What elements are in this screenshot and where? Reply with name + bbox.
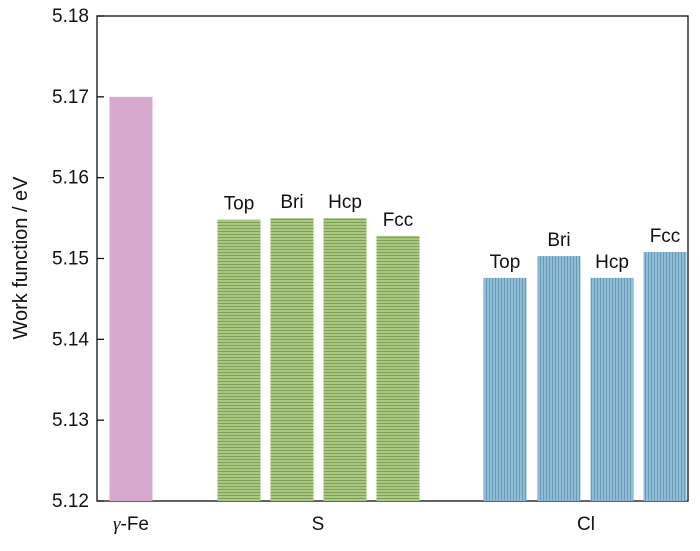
x-group-label: Cl [577,514,595,535]
y-tick-label: 5.14 [52,329,89,350]
y-axis: 5.12 5.13 5.14 5.15 5.16 5.17 5.18 [52,6,104,512]
bar-cl-top [483,277,527,501]
y-tick-label: 5.15 [52,249,89,270]
bar-label: Fcc [383,210,414,231]
y-tick-label: 5.18 [52,6,89,27]
y-axis-title: Work function / eV [10,176,32,340]
bar-label: Top [490,252,521,273]
y-tick-label: 5.13 [52,410,89,431]
bars-layer [109,96,687,502]
bar-s-fcc [376,235,420,501]
bar-label: Hcp [595,252,629,273]
x-axis: γ-Fe S Cl [113,514,595,535]
bar-s-bri [270,218,314,502]
bar-gamma-fe [109,96,153,501]
bar-cl-hcp [590,277,634,501]
bar-s-hcp [323,218,367,502]
bar-s-top [217,219,261,501]
y-tick-label: 5.12 [52,491,89,512]
y-tick-label: 5.16 [52,168,89,189]
x-group-label: S [312,514,325,535]
bar-label: Top [224,194,255,215]
y-tick-label: 5.17 [52,87,89,108]
bar-label: Fcc [650,226,681,247]
bar-cl-bri [537,256,581,501]
bar-label: Bri [280,192,303,213]
bar-label: Hcp [328,192,362,213]
bar-cl-fcc [643,252,687,501]
bar-labels-layer: Top Bri Hcp Fcc Top Bri Hcp Fcc [224,192,681,273]
bar-label: Bri [547,230,570,251]
x-group-label: γ-Fe [113,514,149,535]
